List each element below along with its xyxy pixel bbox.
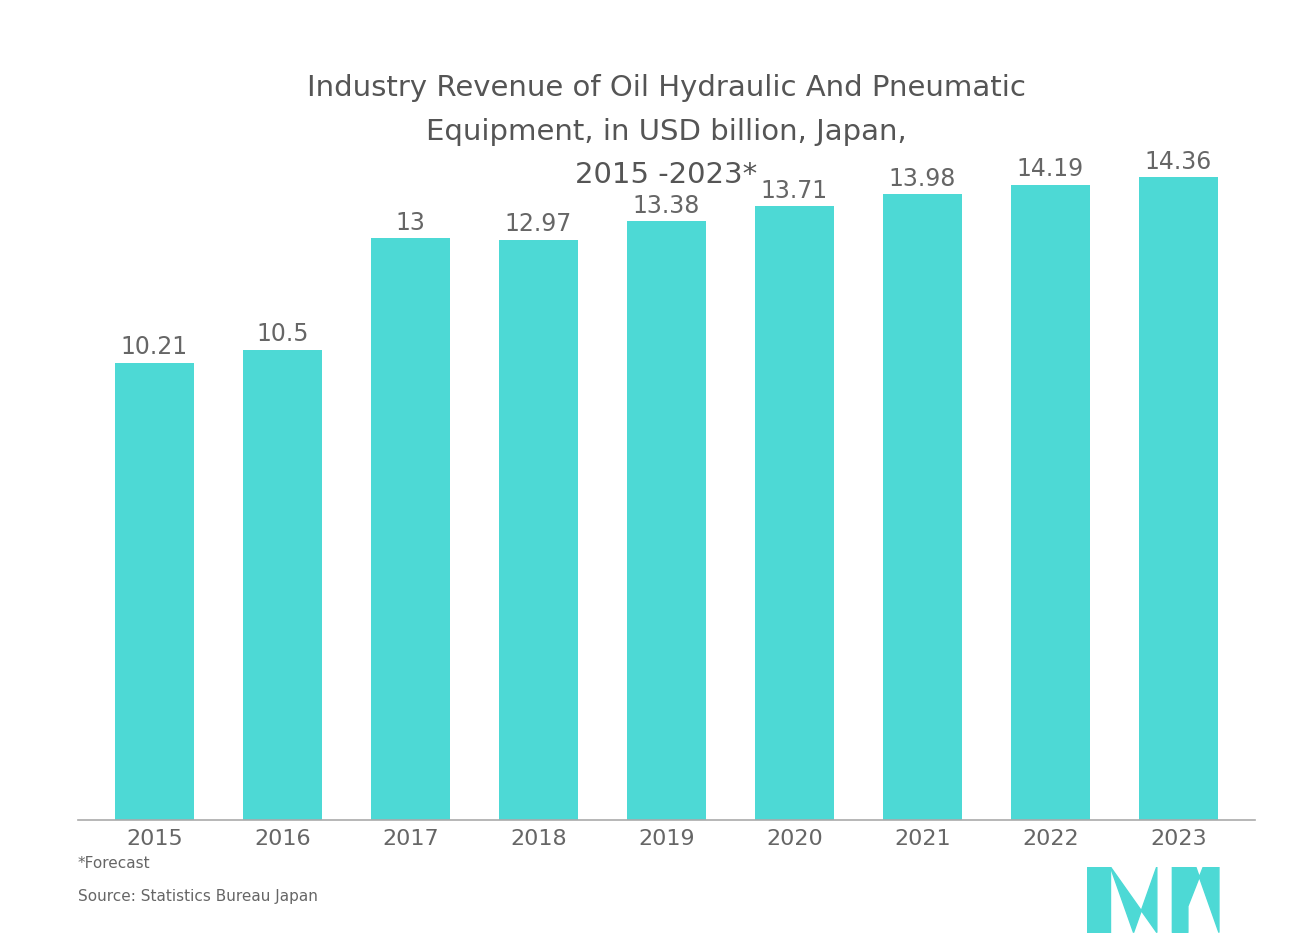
Bar	[1139, 177, 1218, 820]
Bar	[243, 350, 322, 820]
Bar	[371, 238, 450, 820]
Text: Source: Statistics Bureau Japan: Source: Statistics Bureau Japan	[78, 889, 317, 904]
Text: 10.5: 10.5	[256, 322, 309, 347]
Text: 13.98: 13.98	[889, 167, 956, 191]
Bar	[1011, 185, 1090, 820]
Text: 13.71: 13.71	[761, 179, 828, 203]
Bar	[754, 206, 835, 820]
Text: 13: 13	[396, 211, 426, 235]
Polygon shape	[1087, 867, 1110, 933]
Bar	[115, 363, 194, 820]
Bar	[498, 239, 578, 820]
Polygon shape	[1110, 867, 1157, 933]
Text: 12.97: 12.97	[505, 212, 572, 236]
Text: *Forecast: *Forecast	[78, 856, 150, 871]
Bar	[626, 221, 707, 820]
Text: 14.36: 14.36	[1145, 150, 1212, 174]
Title: Industry Revenue of Oil Hydraulic And Pneumatic
Equipment, in USD billion, Japan: Industry Revenue of Oil Hydraulic And Pn…	[307, 74, 1026, 189]
Polygon shape	[1172, 867, 1219, 933]
Bar	[883, 194, 961, 820]
Text: 13.38: 13.38	[633, 194, 700, 218]
Text: 10.21: 10.21	[120, 335, 188, 360]
Text: 14.19: 14.19	[1017, 157, 1084, 182]
